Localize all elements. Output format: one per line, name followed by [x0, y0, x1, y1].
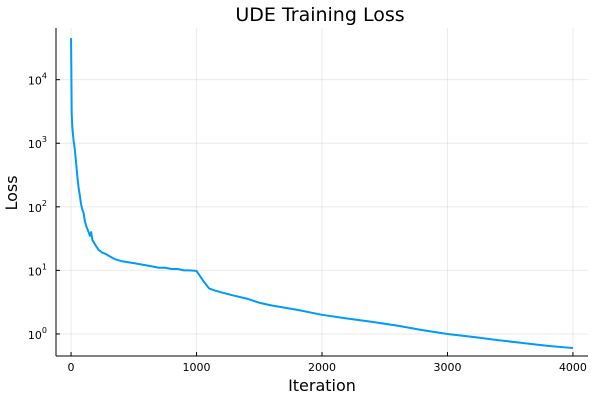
- x-tick-label: 2000: [308, 361, 336, 374]
- y-tick-label: 102: [28, 199, 47, 215]
- x-axis-label: Iteration: [288, 376, 356, 395]
- loss-series-line: [70, 38, 574, 350]
- x-tick-label: 1000: [183, 361, 211, 374]
- x-tick-label: 0: [68, 361, 75, 374]
- y-tick-label: 101: [28, 262, 47, 278]
- ticks: 0 1000 2000 3000 4000 100 101 102 103 104: [28, 72, 587, 374]
- x-tick-label: 4000: [559, 361, 587, 374]
- y-axis-label: Loss: [2, 175, 21, 210]
- chart-title: UDE Training Loss: [235, 4, 404, 26]
- y-tick-label: 103: [28, 135, 47, 151]
- y-tick-label: 100: [28, 326, 47, 342]
- grid-lines: [56, 28, 588, 356]
- x-tick-label: 3000: [433, 361, 461, 374]
- series-layer: [70, 38, 574, 350]
- y-tick-label: 104: [28, 72, 47, 88]
